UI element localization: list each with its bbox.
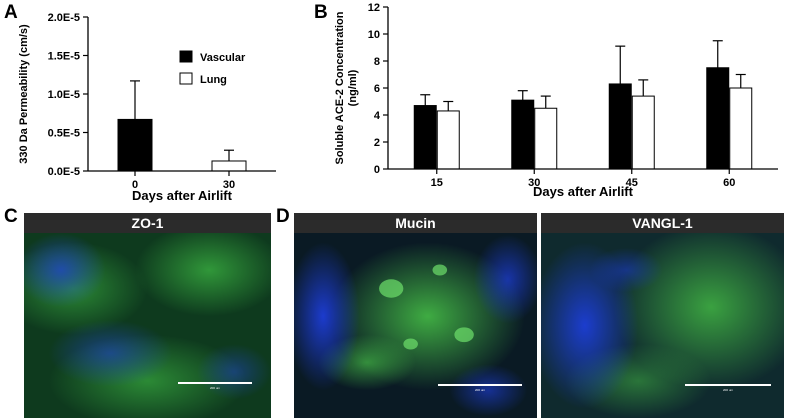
micrograph-title-vangl1: VANGL-1 bbox=[541, 213, 784, 233]
y-tick-label: 4 bbox=[374, 110, 381, 122]
chart-a-permeability: 0.0E-5 0.5E-5 1.0E-5 1.5E-5 2.0E-5 0 30 330 Da… bbox=[18, 12, 276, 203]
bar-lung-30 bbox=[211, 160, 247, 172]
y-tick-label: 2 bbox=[374, 137, 380, 149]
scale-label-mucin: 200 um bbox=[475, 388, 486, 392]
y-tick-label: 1.0E-5 bbox=[48, 89, 80, 101]
micrograph-title-zo1: ZO-1 bbox=[24, 213, 271, 233]
micrograph-vangl1: VANGL-1 200 um bbox=[541, 213, 784, 418]
micrograph-image-mucin bbox=[294, 233, 537, 418]
chart-b-ylabel-line2: (ng/ml) bbox=[347, 69, 359, 106]
x-tick-label: 60 bbox=[723, 177, 735, 189]
y-tick-label: 8 bbox=[374, 56, 380, 68]
bar-vascular-45 bbox=[608, 83, 632, 170]
panel-label-d: D bbox=[276, 206, 290, 227]
x-tick-label: 15 bbox=[431, 177, 443, 189]
y-tick-label: 12 bbox=[368, 2, 380, 14]
chart-a-ylabel: 330 Da Permeability (cm/s) bbox=[18, 24, 30, 164]
bar-vascular-0 bbox=[117, 118, 153, 172]
micrograph-image-vangl1 bbox=[541, 233, 784, 418]
scale-bar-zo1 bbox=[178, 382, 252, 384]
chart-b-ace2: 0 2 4 6 8 10 12 15 30 45 60 Soluble ACE-2 Concentr… bbox=[334, 2, 778, 199]
scale-label-zo1: 200 um bbox=[210, 386, 221, 390]
bar-vascular-15 bbox=[413, 105, 437, 170]
panel-label-a: A bbox=[4, 2, 18, 23]
y-tick-label: 2.0E-5 bbox=[48, 12, 80, 24]
y-tick-label: 1.5E-5 bbox=[48, 51, 80, 63]
chart-b-ylabel-line1: Soluble ACE-2 Concentration bbox=[334, 11, 346, 164]
y-tick-label: 0.5E-5 bbox=[48, 128, 80, 140]
panel-label-c: C bbox=[4, 206, 18, 227]
bar-lung-15 bbox=[436, 110, 460, 170]
x-tick-label: 0 bbox=[132, 179, 138, 191]
legend-swatch-lung bbox=[179, 72, 193, 85]
chart-b-xlabel: Days after Airlift bbox=[533, 184, 634, 199]
micrograph-zo1: ZO-1 200 um bbox=[24, 213, 271, 418]
chart-a-xlabel: Days after Airlift bbox=[132, 188, 233, 203]
micrograph-image-zo1 bbox=[24, 233, 271, 418]
bar-lung-60 bbox=[729, 87, 753, 170]
x-tick-label: 30 bbox=[528, 177, 540, 189]
scale-bar-mucin bbox=[438, 384, 522, 386]
legend-label-vascular: Vascular bbox=[200, 52, 246, 64]
bar-vascular-30 bbox=[511, 99, 535, 170]
bar-lung-30 bbox=[534, 107, 558, 170]
y-tick-label: 0 bbox=[374, 164, 380, 176]
y-tick-label: 10 bbox=[368, 29, 380, 41]
scale-label-vangl1: 200 um bbox=[723, 388, 734, 392]
x-tick-label: 45 bbox=[626, 177, 638, 189]
micrograph-mucin: Mucin 200 um bbox=[294, 213, 537, 418]
bar-vascular-60 bbox=[706, 67, 730, 170]
legend-label-lung: Lung bbox=[200, 74, 227, 86]
y-tick-label: 0.0E-5 bbox=[48, 166, 80, 178]
x-tick-label: 30 bbox=[223, 179, 235, 191]
micrograph-title-mucin: Mucin bbox=[294, 213, 537, 233]
legend-swatch-vascular bbox=[179, 50, 193, 63]
scale-bar-vangl1 bbox=[685, 384, 771, 386]
y-tick-label: 6 bbox=[374, 83, 380, 95]
bar-lung-45 bbox=[631, 95, 655, 170]
panel-label-b: B bbox=[314, 2, 328, 23]
